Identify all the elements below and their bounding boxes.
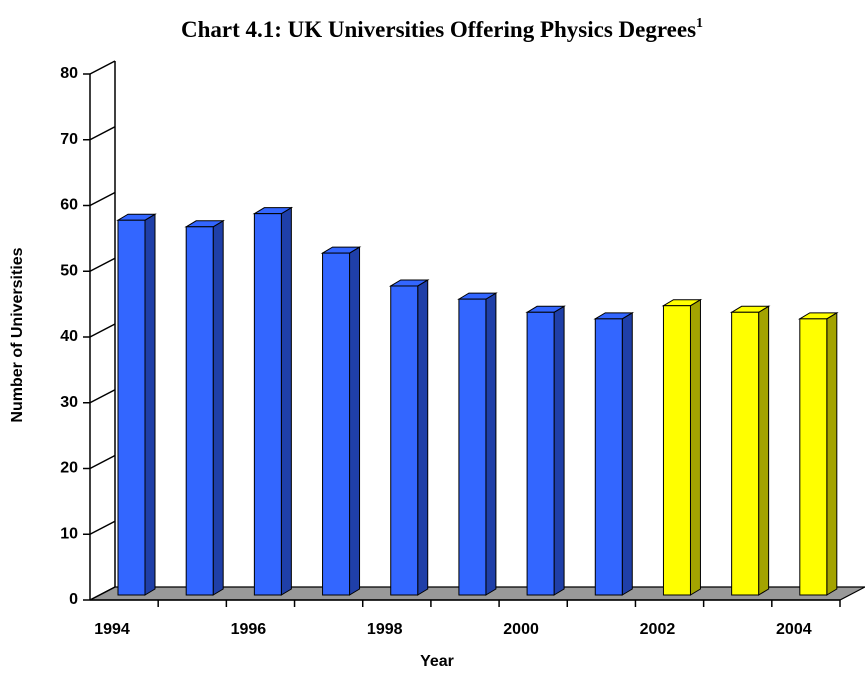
y-tick-label: 40 [60,328,78,345]
x-tick-label: 1994 [94,621,130,638]
y-tick-label: 50 [60,262,78,279]
y-tick-depth [89,257,116,272]
bar-side [485,292,497,596]
x-tick-label: 1996 [231,621,267,638]
y-tick-depth [89,454,116,470]
y-tick-depth [89,126,116,141]
bar-side [689,298,701,596]
bar [390,285,419,596]
y-tick-depth [89,60,116,75]
bar [526,311,555,596]
y-tick-label: 70 [60,131,78,148]
bar-side [349,246,361,596]
bar-side [826,311,838,596]
bar-side [417,279,429,596]
bar-side [144,213,156,596]
bar-side [553,305,565,596]
bar-side [280,206,292,596]
y-tick-label: 80 [60,65,78,82]
y-tick-label: 20 [60,460,78,477]
bar-side [212,219,224,596]
bar [322,252,351,596]
bar [594,318,623,596]
y-tick-label: 10 [60,525,78,542]
bar [185,226,214,596]
y-tick-label: 0 [69,591,78,608]
y-axis-label: Number of Universities [9,247,26,422]
y-tick-depth [89,586,116,601]
y-tick-depth [89,323,116,338]
y-tick-depth [89,520,116,535]
y-tick-label: 60 [60,197,78,214]
x-tick-label: 2000 [503,621,539,638]
bar [117,219,146,596]
bar-side [621,311,633,596]
bar-side [758,305,770,596]
bar [799,318,828,596]
title-footnote-mark: 1 [696,16,703,31]
bar [731,311,760,596]
x-axis-label: Year [420,653,454,670]
chart-title: Chart 4.1: UK Universities Offering Phys… [181,16,703,42]
y-tick-label: 30 [60,394,78,411]
bar [253,213,282,596]
bar [458,298,487,596]
y-tick-depth [89,389,116,404]
x-tick-label: 1998 [367,621,403,638]
chart-title-text: Chart 4.1: UK Universities Offering Phys… [181,17,696,42]
x-tick-label: 2004 [776,621,812,638]
y-tick-depth [89,191,116,207]
x-tick-label: 2002 [640,621,676,638]
bar [662,305,691,596]
